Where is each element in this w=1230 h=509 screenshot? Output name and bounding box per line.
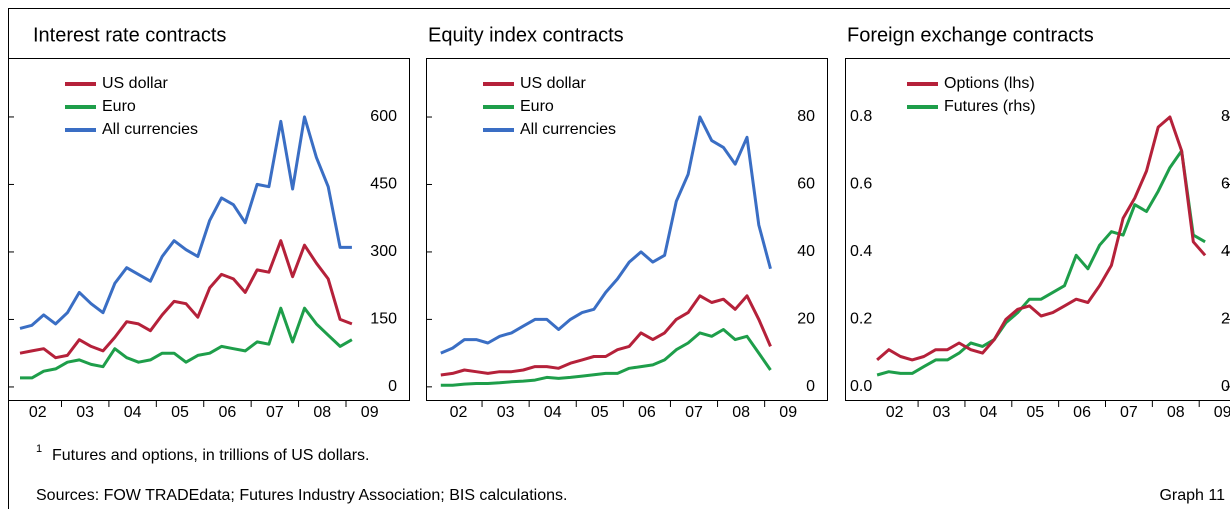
series-line (876, 115, 1207, 362)
x-tick-label: 08 (1167, 404, 1185, 421)
x-tick-label: 02 (29, 404, 47, 421)
x-tick-label: 03 (76, 404, 94, 421)
x-tick-label: 07 (266, 404, 284, 421)
legend-label: US dollar (520, 75, 586, 92)
plot-area (426, 58, 828, 401)
series-line (20, 306, 353, 380)
y2-tick-label: 6 (1221, 176, 1230, 193)
series-line (876, 149, 1206, 377)
x-tick-label: 06 (1073, 404, 1091, 421)
chart-title: Interest rate contracts (33, 24, 226, 46)
y-tick-label: 300 (370, 243, 397, 260)
y-tick-label: 0.6 (850, 176, 872, 193)
x-tick-label: 05 (171, 404, 189, 421)
x-tick-label: 08 (732, 404, 750, 421)
y-tick-label: 0.4 (850, 243, 872, 260)
series-line (440, 328, 772, 387)
chart-title: Foreign exchange contracts (847, 24, 1094, 46)
x-tick-label: 09 (1214, 404, 1230, 421)
x-tick-label: 02 (450, 404, 468, 421)
x-tick-label: 07 (1120, 404, 1138, 421)
legend-label: All currencies (520, 121, 616, 138)
y-tick-label: 0.8 (850, 108, 872, 125)
x-tick-label: 02 (886, 404, 904, 421)
series-line (19, 239, 353, 360)
series-line (19, 115, 352, 330)
y-tick-label: 150 (370, 311, 397, 328)
legend-label: Futures (rhs) (944, 98, 1036, 115)
y-tick-label: 450 (370, 176, 397, 193)
y2-tick-label: 0 (1221, 378, 1230, 395)
x-tick-label: 03 (497, 404, 515, 421)
y2-tick-label: 4 (1221, 243, 1230, 260)
y-tick-label: 20 (797, 311, 815, 328)
plot-area (8, 58, 410, 401)
x-tick-label: 06 (219, 404, 237, 421)
x-tick-label: 05 (1026, 404, 1044, 421)
graph-label: Graph 11 (1159, 487, 1225, 504)
legend-label: Euro (102, 98, 136, 115)
x-tick-label: 06 (638, 404, 656, 421)
y-tick-label: 80 (797, 108, 815, 125)
x-tick-label: 09 (779, 404, 797, 421)
sources: Sources: FOW TRADEdata; Futures Industry… (36, 487, 567, 504)
legend-label: All currencies (102, 121, 198, 138)
x-tick-label: 05 (591, 404, 609, 421)
footnote-marker: 1 (36, 443, 42, 455)
x-tick-label: 04 (544, 404, 562, 421)
y2-tick-label: 2 (1221, 311, 1230, 328)
legend-label: US dollar (102, 75, 168, 92)
x-tick-label: 04 (979, 404, 997, 421)
y-tick-label: 40 (797, 243, 815, 260)
footnote: Futures and options, in trillions of US … (52, 447, 369, 464)
y-tick-label: 60 (797, 176, 815, 193)
legend-label: Options (lhs) (944, 75, 1035, 92)
chart-title: Equity index contracts (428, 24, 624, 46)
y-tick-label: 0.2 (850, 311, 872, 328)
legend-label: Euro (520, 98, 554, 115)
series-line (440, 115, 772, 355)
y-tick-label: 600 (370, 108, 397, 125)
y-tick-label: 0 (806, 378, 815, 395)
series-line (440, 294, 772, 377)
x-tick-label: 07 (685, 404, 703, 421)
y-tick-label: 0.0 (850, 378, 872, 395)
y-tick-label: 0 (388, 378, 397, 395)
x-tick-label: 09 (361, 404, 379, 421)
y2-tick-label: 8 (1221, 108, 1230, 125)
x-tick-label: 08 (313, 404, 331, 421)
plot-area (845, 58, 1230, 401)
x-tick-label: 04 (124, 404, 142, 421)
x-tick-label: 03 (933, 404, 951, 421)
